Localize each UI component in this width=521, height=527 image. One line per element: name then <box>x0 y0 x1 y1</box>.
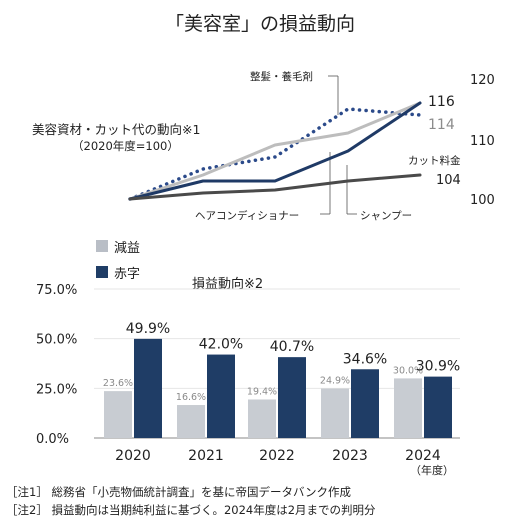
data-label-decline: 24.9% <box>320 376 350 387</box>
top-series-lines <box>128 101 422 201</box>
series-label-styling: 整髪・養毛剤 <box>250 70 313 83</box>
data-label-deficit: 42.0% <box>199 337 243 353</box>
footnote-2: ［注2］ 損益動向は当期純利益に基づく。2024年度は2月までの判明分 <box>6 503 376 517</box>
data-label-deficit: 49.9% <box>126 321 170 337</box>
x-tick-label: 2022 <box>259 448 295 464</box>
y-tick-label: 25.0% <box>36 382 77 397</box>
data-label-deficit: 34.6% <box>343 351 387 367</box>
data-label-deficit: 40.7% <box>270 339 314 355</box>
bar-marks: 23.6% 49.9% 2020 16.6% 42.0% 2021 19.4% 40.7% 20… <box>103 321 460 464</box>
series-label-cut: カット料金 <box>408 154 461 167</box>
series-line <box>128 107 422 201</box>
bar-decline <box>248 399 276 438</box>
end-value-cut: 104 <box>436 173 461 188</box>
series-line <box>128 101 422 201</box>
data-label-deficit: 30.9% <box>416 359 460 375</box>
top-chart-sublabel: （2020年度=100） <box>72 139 179 153</box>
bar-decline <box>104 391 132 438</box>
legend-label-deficit: 赤字 <box>114 267 140 282</box>
series-line <box>128 101 422 201</box>
legend-swatch-decline <box>96 240 108 252</box>
bar-deficit <box>351 369 379 438</box>
bar-deficit <box>207 354 235 438</box>
top-line-chart: 美容資材・カット代の動向※1 （2020年度=100） 120 110 100 … <box>32 70 495 222</box>
bar-decline <box>394 378 422 438</box>
bar-chart-title: 損益動向※2 <box>192 276 263 292</box>
y-tick-label: 50.0% <box>36 333 77 348</box>
y-tick-label: 0.0% <box>36 432 69 447</box>
series-label-shampoo: シャンプー <box>360 210 412 222</box>
legend-label-decline: 減益 <box>114 240 140 256</box>
data-label-decline: 23.6% <box>103 378 133 389</box>
x-tick-label: 2024 <box>405 448 441 464</box>
end-value-lower: 114 <box>428 117 455 133</box>
bar-decline <box>321 388 349 438</box>
bottom-bar-chart: 減益 赤字 損益動向※2 0.0% 25.0% 50.0% 75.0% 23.6% 49… <box>36 240 460 477</box>
series-line <box>128 173 422 201</box>
data-label-decline: 30.0% <box>393 365 423 376</box>
year-unit-label: （年度） <box>410 463 454 477</box>
y-tick-label: 120 <box>470 73 495 88</box>
chart-title: 「美容室」の損益動向 <box>165 13 355 35</box>
x-tick-label: 2020 <box>115 448 151 464</box>
footnote-1: ［注1］ 総務省「小売物価統計調査」を基に帝国データバンク作成 <box>6 485 352 499</box>
bar-deficit <box>278 357 306 438</box>
bar-decline <box>177 405 205 438</box>
x-tick-label: 2023 <box>332 448 368 464</box>
y-tick-label: 75.0% <box>36 283 77 298</box>
data-label-decline: 19.4% <box>247 386 277 397</box>
data-label-decline: 16.6% <box>176 392 206 403</box>
legend-swatch-deficit <box>96 266 108 278</box>
y-tick-label: 110 <box>470 134 495 149</box>
x-tick-label: 2021 <box>188 448 224 464</box>
end-value-upper: 116 <box>428 94 455 110</box>
bar-deficit <box>134 338 162 438</box>
y-tick-label: 100 <box>470 193 495 208</box>
series-label-conditioner: ヘアコンディショナー <box>195 209 299 222</box>
bar-deficit <box>424 376 452 438</box>
top-chart-label: 美容資材・カット代の動向※1 <box>32 122 200 137</box>
